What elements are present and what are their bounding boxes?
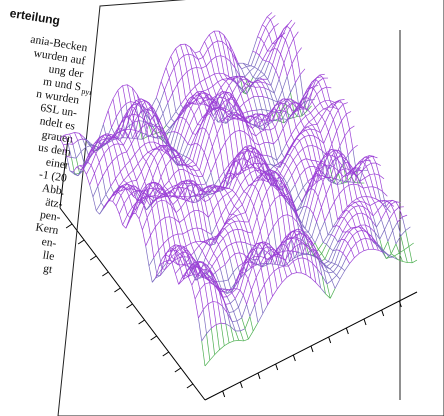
wire bbox=[74, 132, 77, 140]
heading: erteilung bbox=[9, 6, 61, 28]
text-line: en- bbox=[41, 236, 58, 250]
text-line: Kern bbox=[35, 221, 60, 236]
document-photo: erteilung ania-Beckenwurden aufung derm … bbox=[0, 0, 444, 416]
wire bbox=[73, 144, 76, 158]
wire bbox=[81, 151, 84, 164]
figure-frame bbox=[58, 0, 444, 416]
text-line: gt bbox=[42, 263, 54, 276]
wire bbox=[78, 140, 81, 151]
page: erteilung ania-Beckenwurden aufung derm … bbox=[0, 0, 444, 416]
wire bbox=[76, 151, 81, 158]
wire bbox=[73, 140, 78, 144]
wire bbox=[71, 158, 76, 159]
axis-tick bbox=[66, 224, 72, 228]
wire bbox=[74, 132, 79, 133]
wire bbox=[261, 242, 264, 243]
text-line: lle bbox=[42, 249, 55, 263]
wire bbox=[78, 139, 83, 140]
